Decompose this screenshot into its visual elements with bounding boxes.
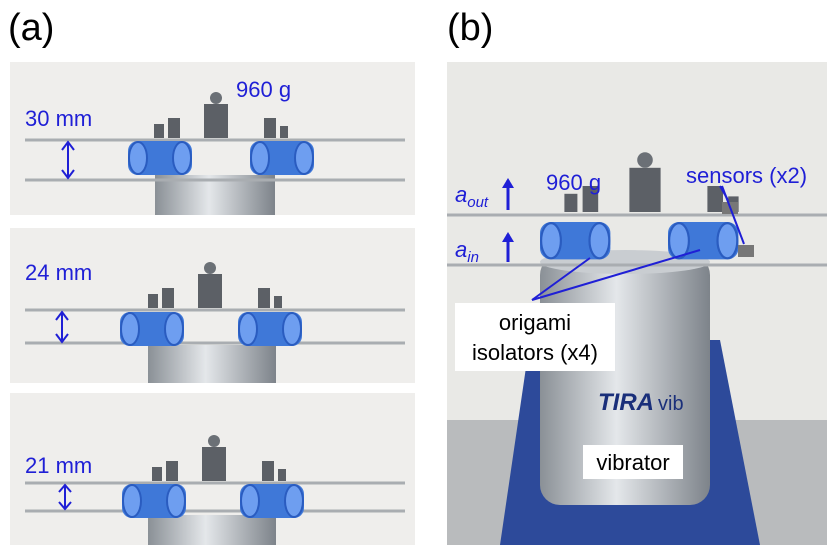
mass-label: 960 g (236, 77, 291, 102)
panel-label: (b) (447, 7, 493, 49)
brand-suffix: vib (658, 393, 684, 415)
symbol: a (455, 182, 467, 207)
symbol: a (455, 237, 467, 262)
vibrator-label: vibrator (596, 450, 669, 475)
figure: (a) (b) 30 mm 960 g 24 mm 21 mm (0, 0, 827, 545)
gap-label: 24 mm (25, 260, 92, 285)
subscript: in (467, 249, 479, 266)
mass-label: 960 g (546, 170, 601, 195)
photo: 30 mm 960 g (10, 62, 415, 215)
photo: 21 mm (10, 393, 415, 545)
brand-name: TIRA (598, 389, 654, 416)
photo: 24 mm (10, 228, 415, 383)
isolator-label: origami (499, 310, 571, 335)
sensor-label: sensors (x2) (686, 163, 807, 188)
isolator-label: isolators (x4) (472, 340, 598, 365)
photo: 960 g sensors (x2) aout ain origami isol… (447, 62, 827, 545)
subscript: out (467, 194, 489, 211)
gap-label: 30 mm (25, 106, 92, 131)
gap-label: 21 mm (25, 453, 92, 478)
panel-label: (a) (8, 7, 54, 49)
page: {"panels": [ {"label": "(a)", "photos": … (0, 0, 827, 545)
